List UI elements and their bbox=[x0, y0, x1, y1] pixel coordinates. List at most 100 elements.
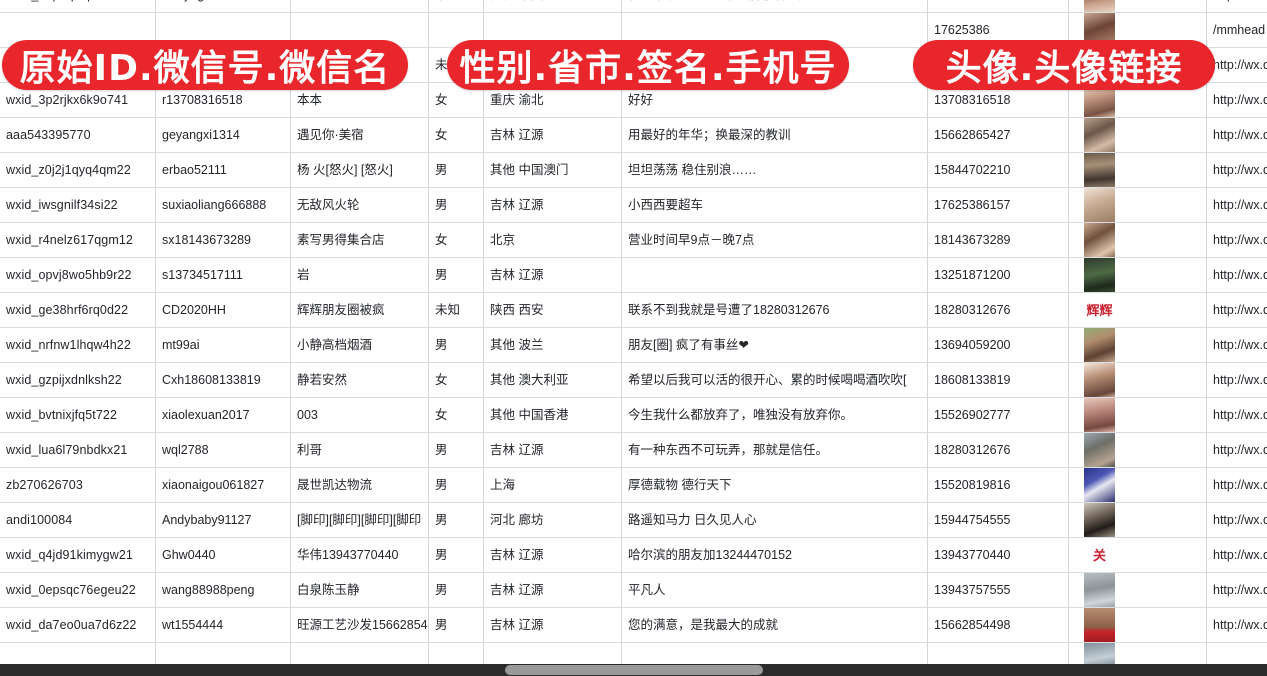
cell-wxno[interactable]: xiaonaigou061827 bbox=[155, 467, 291, 503]
cell-sign[interactable]: 合一单 交一个朋友 诚信靠谱 失联18280312676 bbox=[621, 0, 928, 13]
cell-id[interactable]: wxid_opvj8wo5hb9r22 bbox=[0, 257, 156, 293]
cell-id[interactable]: wxid_q4jd91kimygw21 bbox=[0, 537, 156, 573]
cell-avatar[interactable] bbox=[1068, 572, 1207, 608]
cell-id[interactable]: wxid_gzpijxdnlksh22 bbox=[0, 362, 156, 398]
cell-wxname[interactable]: 003 bbox=[290, 397, 429, 433]
cell-wxno[interactable]: CD2020HH bbox=[155, 292, 291, 328]
cell-avatar[interactable] bbox=[1068, 362, 1207, 398]
cell-avatar[interactable] bbox=[1068, 607, 1207, 643]
cell-wxname[interactable]: 辉辉朋友圈被疯 bbox=[290, 292, 429, 328]
cell-wxno[interactable]: xiaolexuan2017 bbox=[155, 397, 291, 433]
cell-avatar[interactable] bbox=[1068, 117, 1207, 153]
table-row[interactable]: wxid_z0j2j1qyq4qm22 erbao52111 杨 火[怒火] [怒火… bbox=[0, 152, 1267, 188]
cell-region[interactable]: 其他 中国香港 bbox=[483, 397, 622, 433]
table-row[interactable]: wxid_da7eo0ua7d6z22 wt1554444 旺源工艺沙发156628… bbox=[0, 607, 1267, 643]
cell-region[interactable]: 其他 澳大利亚 bbox=[483, 362, 622, 398]
cell-phone[interactable]: 15526902777 bbox=[927, 397, 1069, 433]
cell-wxno[interactable]: suxiaoliang666888 bbox=[155, 187, 291, 223]
cell-phone[interactable]: 13251871200 bbox=[927, 257, 1069, 293]
cell-avatar-url[interactable]: http://wx.qlogo.cn/mmhead bbox=[1206, 117, 1267, 153]
cell-wxno[interactable]: r13708316518 bbox=[155, 82, 291, 118]
cell-gender[interactable]: 男 bbox=[428, 257, 484, 293]
table-row[interactable]: wxid_gzpijxdnlksh22 Cxh18608133819 静若安然女其他… bbox=[0, 362, 1267, 398]
cell-gender[interactable]: 女 bbox=[428, 397, 484, 433]
cell-avatar-url[interactable]: http://wx.qlogo.cn/mmhead bbox=[1206, 292, 1267, 328]
cell-avatar[interactable] bbox=[1068, 467, 1207, 503]
cell-wxno[interactable]: wql2788 bbox=[155, 432, 291, 468]
cell-avatar-url[interactable]: http://wx.qlogo.cn/mmhead bbox=[1206, 187, 1267, 223]
cell-region[interactable]: 其他 中国澳门 bbox=[483, 0, 622, 13]
cell-wxname[interactable]: 杨 火[怒火] [怒火] bbox=[290, 152, 429, 188]
cell-sign[interactable]: 小西西要超车 bbox=[621, 187, 928, 223]
cell-wxname[interactable]: 岩 bbox=[290, 257, 429, 293]
cell-region[interactable]: 北京 bbox=[483, 222, 622, 258]
cell-phone[interactable]: 18143673289 bbox=[927, 222, 1069, 258]
cell-gender[interactable]: 男 bbox=[428, 467, 484, 503]
cell-id[interactable]: wxid_r4nelz617qgm12 bbox=[0, 222, 156, 258]
cell-id[interactable]: aaa543395770 bbox=[0, 117, 156, 153]
cell-id[interactable]: andi100084 bbox=[0, 502, 156, 538]
cell-id[interactable]: wxid_lua6l79nbdkx21 bbox=[0, 432, 156, 468]
cell-region[interactable]: 吉林 辽源 bbox=[483, 257, 622, 293]
cell-wxname[interactable]: 丫丫~小 bbox=[290, 0, 429, 13]
cell-sign[interactable]: 今生我什么都放弃了，唯独没有放弃你。 bbox=[621, 397, 928, 433]
cell-avatar[interactable] bbox=[1068, 187, 1207, 223]
horizontal-scrollbar-thumb[interactable] bbox=[505, 665, 763, 675]
table-row[interactable]: wxid_nrfnw1lhqw4h22 mt99ai 小静高档烟酒男其他 波兰 朋友[… bbox=[0, 327, 1267, 363]
cell-avatar-url[interactable]: http://wx.qlogo.cn/mmhead bbox=[1206, 222, 1267, 258]
cell-region[interactable]: 吉林 辽源 bbox=[483, 187, 622, 223]
cell-phone[interactable]: 18280312676 bbox=[927, 432, 1069, 468]
table-row[interactable]: wxid_ge38hrf6rq0d22 CD2020HH 辉辉朋友圈被疯 未知 陕西 西… bbox=[0, 292, 1267, 328]
cell-avatar-url[interactable]: http://wx.qlogo.cn/mmhead bbox=[1206, 572, 1267, 608]
cell-sign[interactable]: 平凡人 bbox=[621, 572, 928, 608]
cell-gender[interactable]: 男 bbox=[428, 502, 484, 538]
cell-sign[interactable]: 厚德载物 德行天下 bbox=[621, 467, 928, 503]
cell-wxname[interactable]: 利哥 bbox=[290, 432, 429, 468]
cell-id[interactable]: wxid_iwsgnilf34si22 bbox=[0, 187, 156, 223]
cell-gender[interactable]: 男 bbox=[428, 607, 484, 643]
cell-avatar[interactable] bbox=[1068, 257, 1207, 293]
cell-avatar-url[interactable]: http://wx.qlogo.cn/mmhead bbox=[1206, 152, 1267, 188]
cell-phone[interactable]: 17625386157 bbox=[927, 187, 1069, 223]
cell-avatar[interactable] bbox=[1068, 502, 1207, 538]
cell-id[interactable]: wxid_da7eo0ua7d6z22 bbox=[0, 607, 156, 643]
cell-sign[interactable]: 有一种东西不可玩弄，那就是信任。 bbox=[621, 432, 928, 468]
cell-region[interactable]: 河北 廊坊 bbox=[483, 502, 622, 538]
cell-id[interactable]: wxid_z0j2j1qyq4qm22 bbox=[0, 152, 156, 188]
cell-avatar-url[interactable]: http://wx.qlogo.cn/mmhead bbox=[1206, 537, 1267, 573]
cell-gender[interactable]: 男 bbox=[428, 187, 484, 223]
cell-wxno[interactable]: sx18143673289 bbox=[155, 222, 291, 258]
cell-gender[interactable]: 男 bbox=[428, 152, 484, 188]
cell-wxno[interactable]: wt1554444 bbox=[155, 607, 291, 643]
cell-gender[interactable]: 女 bbox=[428, 117, 484, 153]
cell-wxname[interactable]: 无敌风火轮 bbox=[290, 187, 429, 223]
cell-sign[interactable]: 朋友[圈] 疯了有事丝❤ bbox=[621, 327, 928, 363]
cell-avatar[interactable] bbox=[1068, 222, 1207, 258]
cell-wxno[interactable]: s13734517111 bbox=[155, 257, 291, 293]
cell-wxname[interactable]: 旺源工艺沙发15662854 bbox=[290, 607, 429, 643]
cell-phone[interactable]: 15944754555 bbox=[927, 502, 1069, 538]
cell-id[interactable]: wxid_nrfnw1lhqw4h22 bbox=[0, 327, 156, 363]
cell-gender[interactable]: 男 bbox=[428, 572, 484, 608]
cell-avatar[interactable] bbox=[1068, 432, 1207, 468]
cell-phone[interactable]: 15520819816 bbox=[927, 467, 1069, 503]
cell-region[interactable]: 吉林 辽源 bbox=[483, 537, 622, 573]
cell-avatar-url[interactable]: http://wx.qlogo.cn/mmhead bbox=[1206, 397, 1267, 433]
cell-phone[interactable]: 18280312676 bbox=[927, 0, 1069, 13]
cell-phone[interactable]: 18608133819 bbox=[927, 362, 1069, 398]
cell-avatar-url[interactable]: http://wx.qlogo.cn/mmhead bbox=[1206, 327, 1267, 363]
cell-region[interactable]: 吉林 辽源 bbox=[483, 607, 622, 643]
cell-wxname[interactable]: 遇见你·美宿 bbox=[290, 117, 429, 153]
cell-phone[interactable]: 13694059200 bbox=[927, 327, 1069, 363]
cell-phone[interactable]: 15844702210 bbox=[927, 152, 1069, 188]
cell-phone[interactable]: 13943757555 bbox=[927, 572, 1069, 608]
cell-sign[interactable] bbox=[621, 257, 928, 293]
cell-avatar-url[interactable]: http://wx.qlogo.cn/mmhead bbox=[1206, 0, 1267, 13]
cell-wxname[interactable]: 静若安然 bbox=[290, 362, 429, 398]
cell-sign[interactable]: 哈尔滨的朋友加13244470152 bbox=[621, 537, 928, 573]
cell-sign[interactable]: 营业时间早9点－晚7点 bbox=[621, 222, 928, 258]
cell-avatar-url[interactable]: /mmhead bbox=[1206, 12, 1267, 48]
cell-gender[interactable]: 女 bbox=[428, 362, 484, 398]
cell-gender[interactable]: 男 bbox=[428, 432, 484, 468]
